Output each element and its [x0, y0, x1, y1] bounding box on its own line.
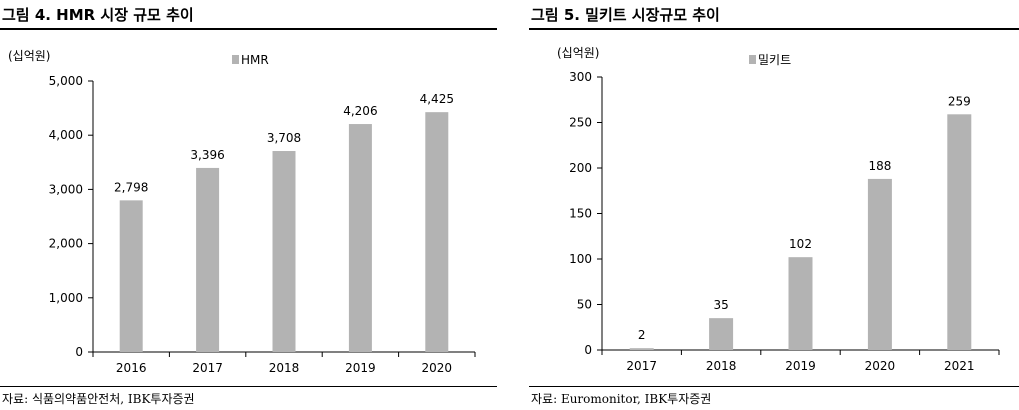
hmr-bar-chart: (십억원) HMR 0 1,000 2,000 3,000 4,000 5,000 2,798 2…	[8, 49, 476, 375]
bar	[348, 124, 372, 353]
data-label: 2,798	[114, 180, 148, 194]
y-tick-label: 150	[569, 207, 592, 221]
x-tick-label: 2018	[706, 359, 737, 373]
legend-label: HMR	[241, 53, 269, 67]
x-tick-label: 2020	[865, 359, 896, 373]
x-tick-label: 2017	[626, 359, 657, 373]
unit-label: (십억원)	[557, 46, 599, 60]
mealkit-chart-panel: 그림 5. 밀키트 시장규모 추이 (십억원) 밀키트 0 50 100 150 200 25…	[529, 0, 1019, 410]
bar	[119, 200, 143, 352]
bar	[196, 167, 220, 352]
y-tick-label: 200	[569, 161, 592, 175]
x-tick-label: 2019	[785, 359, 816, 373]
x-tick-label: 2020	[422, 361, 453, 375]
bar	[272, 151, 296, 352]
bar	[788, 257, 813, 350]
x-tick-label: 2021	[944, 359, 975, 373]
data-label: 4,425	[420, 92, 454, 106]
data-label: 35	[713, 298, 728, 312]
data-label: 102	[789, 237, 812, 251]
bar	[629, 348, 654, 350]
title-divider	[0, 28, 497, 30]
y-tick-label: 250	[569, 116, 592, 130]
x-tick-label: 2018	[269, 361, 300, 375]
y-tick-label: 0	[584, 343, 592, 357]
data-label: 2	[638, 328, 646, 342]
x-tick-label: 2019	[345, 361, 376, 375]
y-tick-label: 2,000	[49, 237, 83, 251]
bar	[425, 112, 449, 352]
x-tick-label: 2017	[192, 361, 223, 375]
data-label: 188	[868, 159, 891, 173]
y-tick-label: 100	[569, 252, 592, 266]
y-tick-label: 5,000	[49, 74, 83, 88]
data-label: 3,708	[267, 131, 301, 145]
y-tick-label: 0	[75, 345, 83, 359]
bar	[867, 178, 892, 350]
legend-label: 밀키트	[758, 53, 791, 67]
x-tick-label: 2016	[116, 361, 147, 375]
figure-title: 그림 5. 밀키트 시장규모 추이	[531, 6, 720, 24]
legend-swatch	[749, 55, 756, 64]
source-divider	[529, 386, 1019, 387]
title-divider	[529, 28, 1019, 30]
data-label: 259	[948, 94, 971, 108]
data-label: 4,206	[343, 104, 377, 118]
figure-title: 그림 4. HMR 시장 규모 추이	[2, 6, 194, 24]
y-tick-label: 3,000	[49, 182, 83, 196]
legend-swatch	[232, 55, 239, 64]
y-tick-label: 50	[577, 298, 592, 312]
source-note: 자료: Euromonitor, IBK투자증권	[531, 392, 712, 406]
y-tick-label: 1,000	[49, 291, 83, 305]
bar	[709, 318, 734, 350]
data-label: 3,396	[190, 148, 224, 162]
hmr-chart-panel: 그림 4. HMR 시장 규모 추이 (십억원) HMR 0 1,000 2,000 3,…	[0, 0, 497, 410]
source-divider	[0, 386, 497, 387]
unit-label: (십억원)	[8, 49, 50, 63]
y-tick-label: 4,000	[49, 128, 83, 142]
bar	[947, 114, 972, 350]
source-note: 자료: 식품의약품안전처, IBK투자증권	[2, 392, 195, 406]
y-tick-label: 300	[569, 70, 592, 84]
mealkit-bar-chart: (십억원) 밀키트 0 50 100 150 200 250 300 2 2017 35 2018 102…	[557, 46, 1000, 373]
